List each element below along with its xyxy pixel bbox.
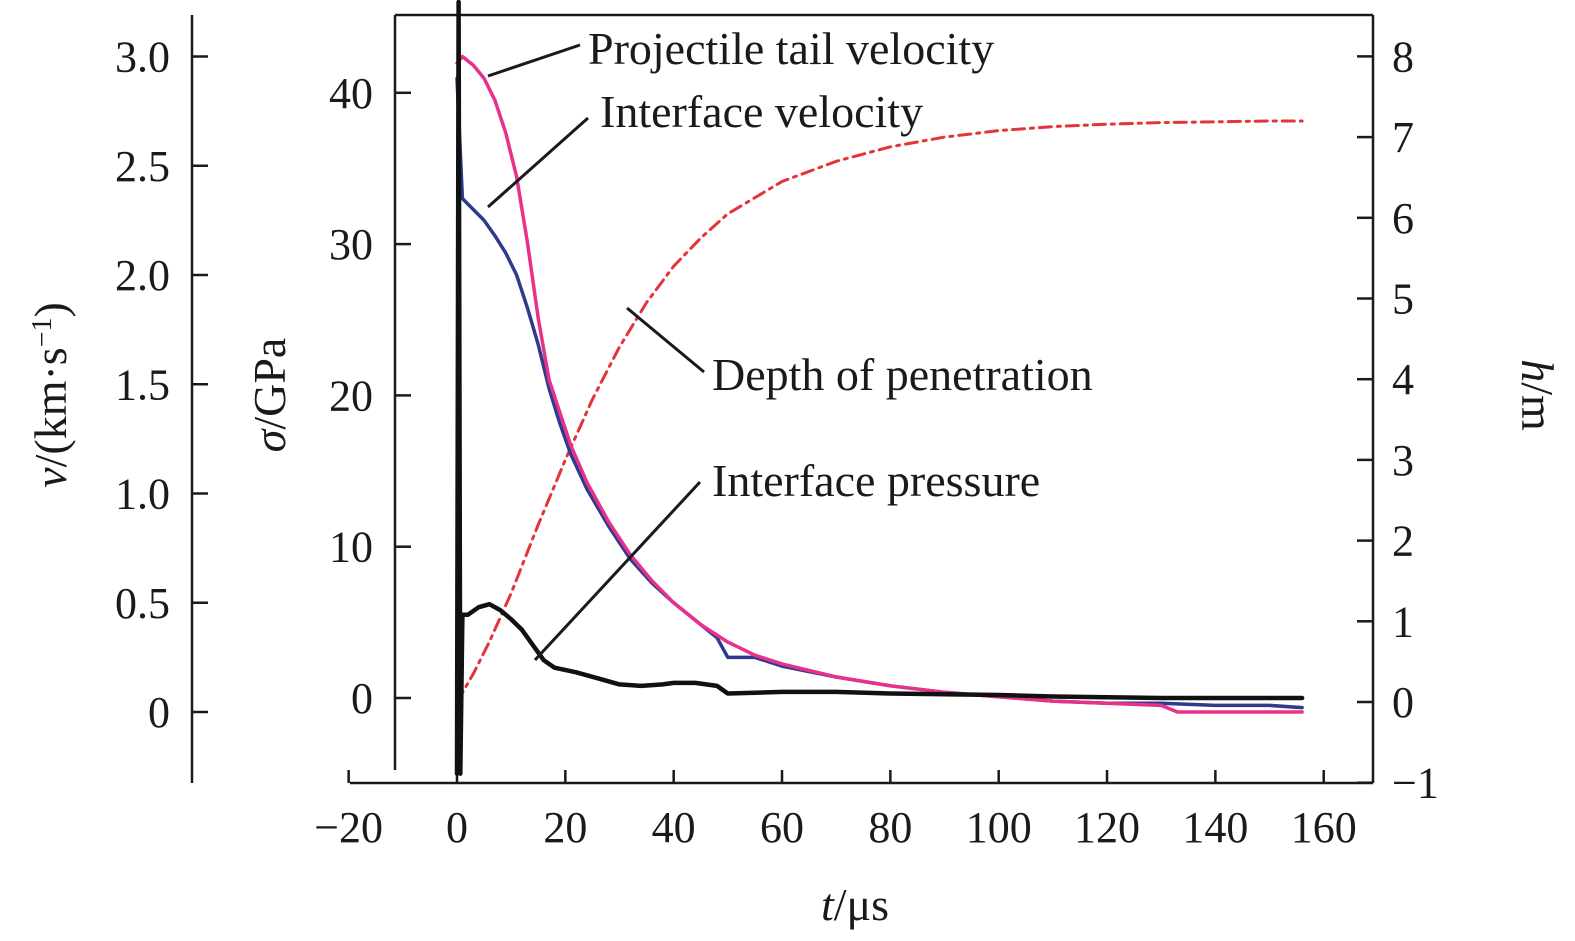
leader-interface-velocity [487,116,589,209]
x-tick-label: 60 [760,803,804,852]
x-tick-label: 20 [543,803,587,852]
series-interface-pressure [454,0,1305,776]
h-tick-label: 4 [1392,355,1414,404]
v-tick-label: 0.5 [115,579,170,628]
annotation-projectile-tail-velocity: Projectile tail velocity [588,23,994,74]
series-projectile-tail-velocity [455,54,1304,714]
x-tick-label: −20 [314,803,383,852]
v-tick-label: 1.0 [115,470,170,519]
h-tick-label: 0 [1392,678,1414,727]
leader-interface-pressure [533,480,702,662]
series-layer [454,0,1305,776]
leader-projectile-tail-velocity [487,43,581,78]
h-tick-label: 8 [1392,32,1414,81]
v-tick-label: 1.5 [115,360,170,409]
h-tick-label: 2 [1392,517,1414,566]
sigma-tick-label: 20 [329,371,373,420]
x-tick-label: 140 [1182,803,1248,852]
h-axis-title: h/m [1512,359,1563,431]
annotation-depth-of-penetration: Depth of penetration [712,349,1093,400]
sigma-tick-label: 10 [329,523,373,572]
x-tick-label: 80 [868,803,912,852]
annotation-leaders [487,43,705,662]
h-tick-label: 5 [1392,275,1414,324]
sigma-tick-label: 40 [329,69,373,118]
h-tick-label: 1 [1392,597,1414,646]
sigma-tick-label: 0 [351,674,373,723]
h-tick-label: 7 [1392,113,1414,162]
v-axis-title: v/(km·s−1) [25,302,76,488]
x-tick-label: 160 [1291,803,1357,852]
x-tick-label: 0 [446,803,468,852]
x-ticks: −20 0 20 40 60 80 100 120 140 160 [314,770,1357,852]
sigma-axis-title: σ/GPa [244,338,295,453]
annotation-interface-velocity: Interface velocity [600,86,923,137]
h-axis-ticks: −1 0 1 2 3 4 5 6 7 8 [1357,32,1439,808]
h-tick-label: 6 [1392,194,1414,243]
leader-depth-of-penetration [626,306,705,374]
axes [190,13,1375,785]
x-axis-title: t/μs [821,879,889,930]
sigma-axis-ticks: 0 10 20 30 40 [329,69,411,723]
h-tick-label: −1 [1392,759,1439,808]
annotation-interface-pressure: Interface pressure [712,455,1040,506]
v-tick-label: 2.5 [115,142,170,191]
x-tick-label: 120 [1074,803,1140,852]
x-tick-label: 100 [966,803,1032,852]
v-axis-ticks: 0 0.5 1.0 1.5 2.0 2.5 3.0 [115,33,208,737]
series-depth-of-penetration [455,119,1304,704]
h-tick-label: 3 [1392,436,1414,485]
v-tick-label: 2.0 [115,251,170,300]
annotations: Projectile tail velocity Interface veloc… [588,23,1093,506]
axis-titles: t/μs v/(km·s−1) σ/GPa h/m [25,302,1563,930]
sigma-tick-label: 30 [329,220,373,269]
v-tick-label: 3.0 [115,33,170,82]
v-tick-label: 0 [148,688,170,737]
x-tick-label: 40 [652,803,696,852]
